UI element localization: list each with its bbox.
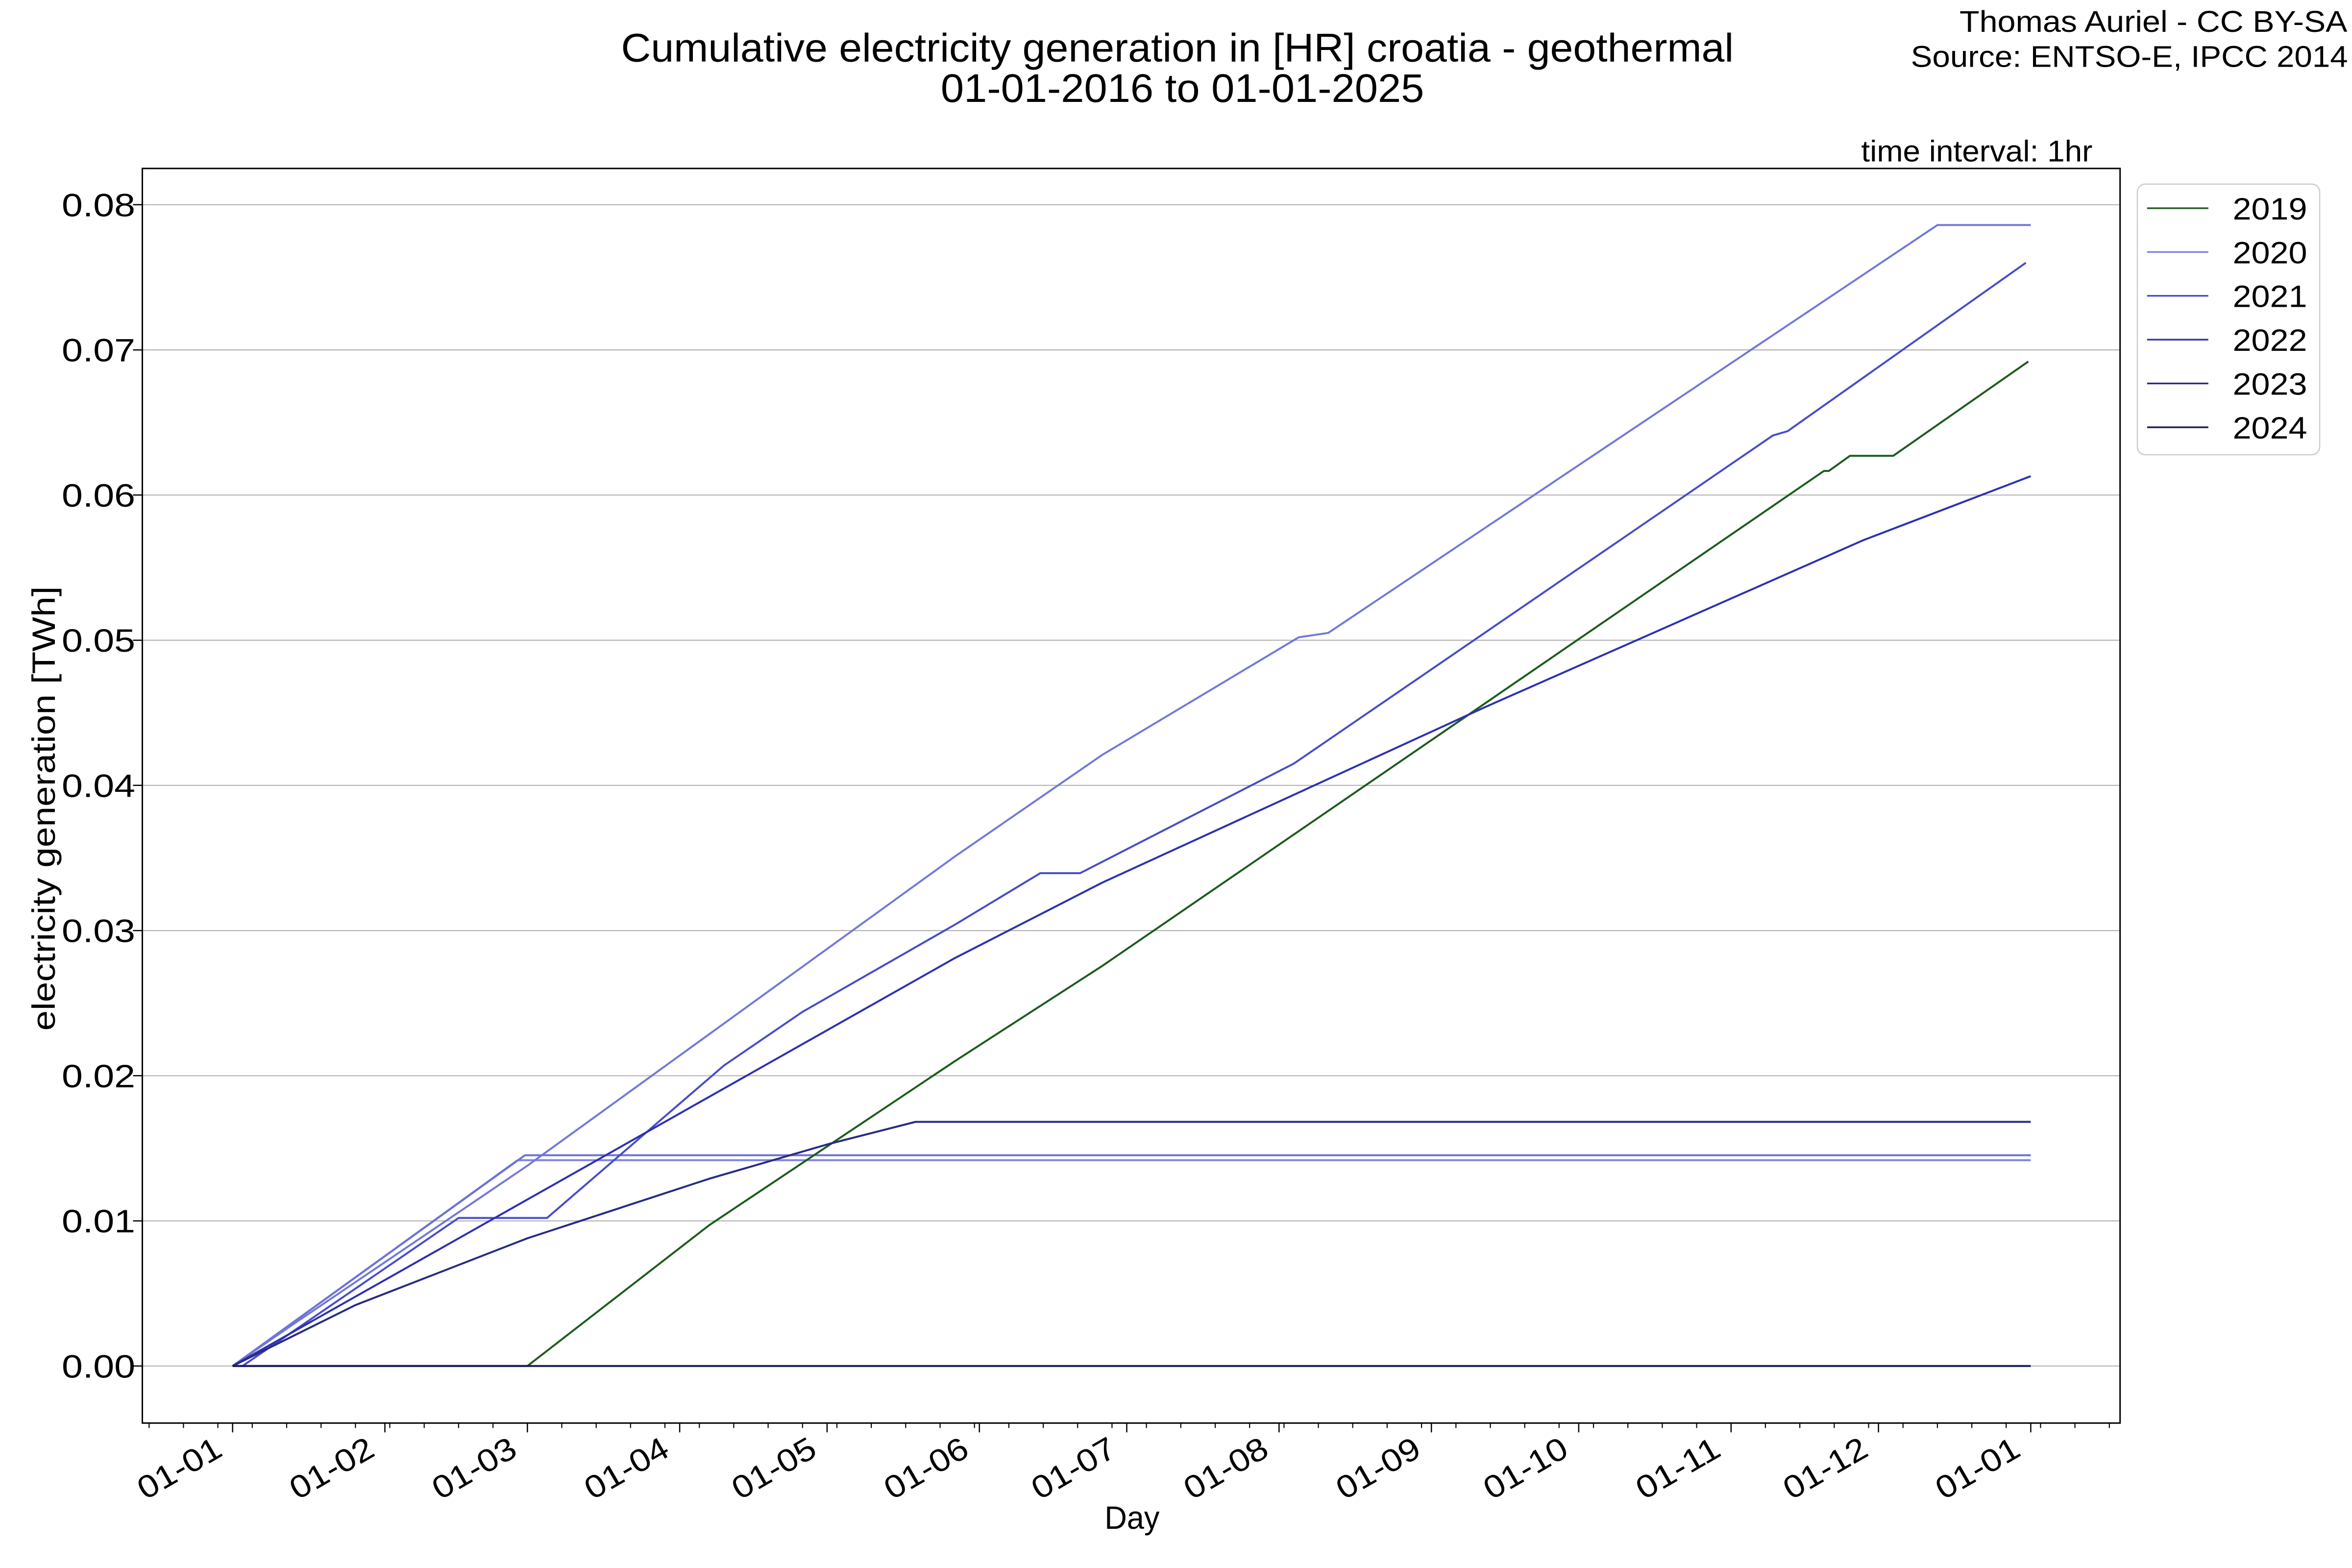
svg-text:0.01: 0.01 [62, 1203, 135, 1239]
svg-text:2022: 2022 [2233, 323, 2307, 358]
svg-text:0.08: 0.08 [62, 187, 135, 223]
svg-text:0.07: 0.07 [62, 332, 135, 368]
svg-text:0.02: 0.02 [62, 1058, 135, 1094]
svg-text:0.06: 0.06 [62, 477, 135, 514]
svg-text:time interval: 1hr: time interval: 1hr [1861, 134, 2092, 168]
svg-text:2023: 2023 [2233, 368, 2307, 402]
svg-text:01-01-2016 to 01-01-2025: 01-01-2016 to 01-01-2025 [941, 66, 1424, 111]
svg-text:electricity generation [TWh]: electricity generation [TWh] [25, 587, 62, 1031]
svg-text:0.00: 0.00 [62, 1348, 135, 1384]
svg-text:Source: ENTSO-E, IPCC 2014: Source: ENTSO-E, IPCC 2014 [1911, 40, 2348, 74]
svg-text:Day: Day [1104, 1499, 1159, 1536]
svg-text:2019: 2019 [2233, 192, 2307, 226]
svg-text:Cumulative electricity generat: Cumulative electricity generation in [HR… [621, 25, 1734, 70]
svg-text:0.04: 0.04 [62, 767, 135, 804]
svg-text:2021: 2021 [2233, 280, 2307, 314]
svg-text:0.03: 0.03 [62, 913, 135, 949]
svg-text:2024: 2024 [2233, 411, 2307, 445]
svg-text:2020: 2020 [2233, 236, 2307, 270]
svg-text:0.05: 0.05 [62, 622, 135, 659]
svg-text:Thomas Auriel - CC BY-SA: Thomas Auriel - CC BY-SA [1960, 5, 2348, 38]
